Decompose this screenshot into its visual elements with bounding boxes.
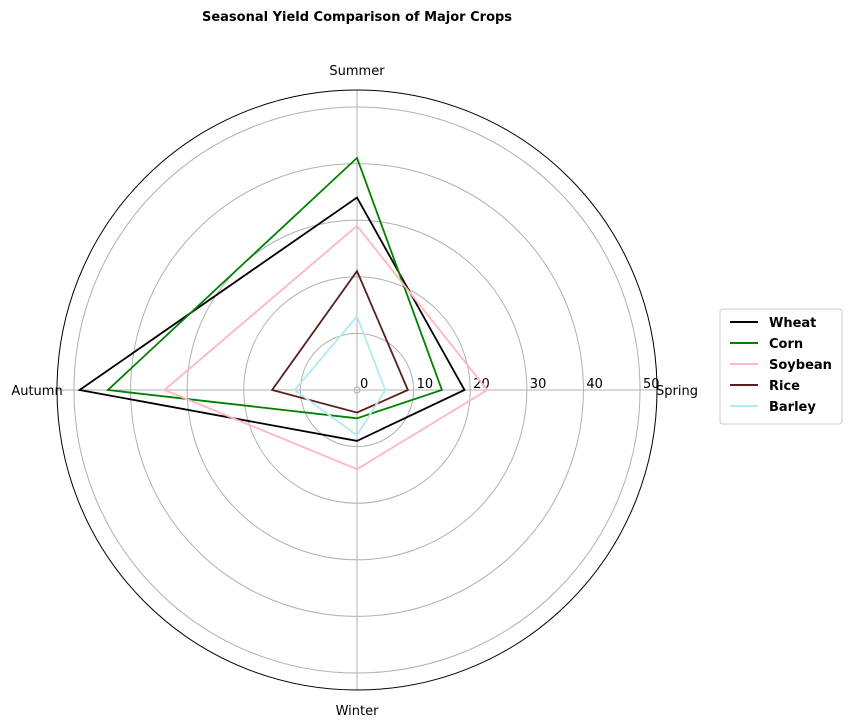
legend-frame <box>719 308 843 425</box>
legend-label-rice: Rice <box>769 379 800 394</box>
category-label-winter: Winter <box>336 704 380 719</box>
series-line-barley <box>293 314 387 437</box>
grid-layer <box>56 89 658 691</box>
center-marker <box>353 386 361 394</box>
radial-tick-label: 30 <box>530 377 547 392</box>
series-lines <box>77 156 489 471</box>
series-line-wheat <box>77 196 466 442</box>
polar-frame <box>56 89 658 691</box>
series-line-rice <box>270 269 410 414</box>
legend: Wheat Corn Soybean Rice Barley <box>719 308 843 425</box>
legend-label-corn: Corn <box>769 337 803 352</box>
chart-title: Seasonal Yield Comparison of Major Crops <box>202 10 512 25</box>
category-labels: Spring Summer Autumn Winter <box>11 64 698 719</box>
series-line-corn <box>105 156 444 420</box>
legend-label-wheat: Wheat <box>769 316 816 331</box>
legend-label-barley: Barley <box>769 400 816 415</box>
radial-tick-labels: 0 10 20 30 40 50 <box>360 377 660 392</box>
series-line-soybean <box>162 224 489 471</box>
category-label-autumn: Autumn <box>11 384 62 399</box>
category-label-spring: Spring <box>656 384 698 399</box>
category-label-summer: Summer <box>329 64 385 79</box>
legend-label-soybean: Soybean <box>769 358 832 373</box>
radial-tick-label: 40 <box>586 377 603 392</box>
radial-tick-label: 10 <box>417 377 434 392</box>
radial-tick-label: 50 <box>643 377 660 392</box>
radial-tick-label: 0 <box>360 377 368 392</box>
